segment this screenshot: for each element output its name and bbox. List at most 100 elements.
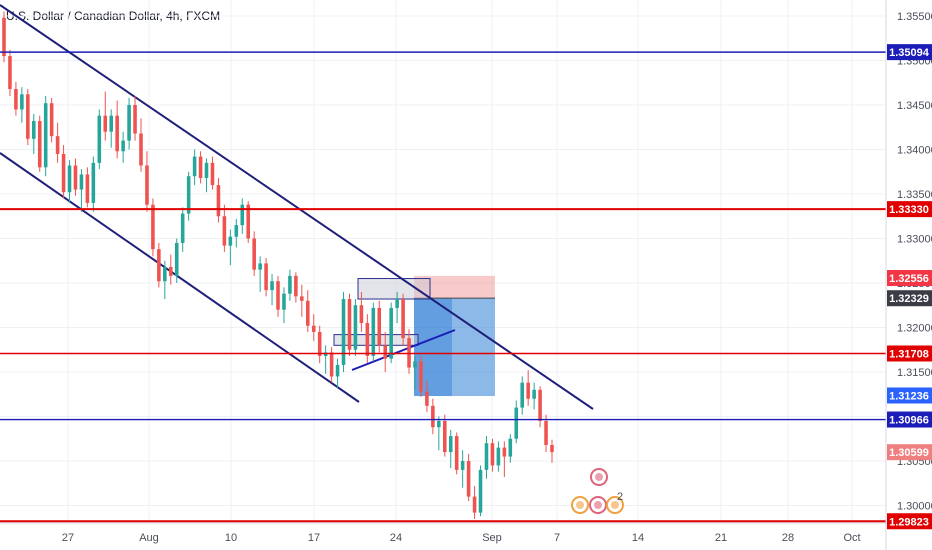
- candle-body: [192, 156, 197, 177]
- candle-body: [240, 204, 245, 226]
- candle-body: [186, 176, 191, 214]
- candle-body: [210, 162, 215, 186]
- event-icon-dot: [594, 501, 602, 509]
- trendline-small: [351, 329, 456, 371]
- candle-body: [26, 94, 30, 139]
- candle-body: [103, 115, 108, 132]
- price-tick-label: 1.34000: [897, 145, 932, 157]
- candle-body: [270, 281, 274, 291]
- level-price-tag: [887, 44, 932, 61]
- candle-body: [216, 185, 221, 217]
- candle-body: [365, 323, 370, 356]
- candle-body: [502, 447, 507, 457]
- candle-body: [49, 103, 54, 137]
- candle-body: [437, 420, 441, 428]
- candle-body: [157, 249, 161, 282]
- candle-body: [371, 307, 376, 356]
- price-tag-label: 1.31236: [889, 390, 929, 402]
- candle-body: [37, 121, 42, 168]
- candle-body: [61, 153, 66, 193]
- level-price-label: 1.33330: [889, 204, 929, 216]
- candle-body: [109, 115, 114, 132]
- candle-body: [168, 266, 173, 276]
- channel-lower-line: [0, 152, 360, 403]
- candle-body: [305, 300, 310, 326]
- date-tick-label: Sep: [482, 532, 502, 544]
- candle-body: [246, 204, 251, 239]
- candle-body: [151, 204, 155, 250]
- candle-body: [425, 391, 429, 406]
- price-tick-label: 1.32000: [897, 323, 932, 335]
- candle-body: [121, 140, 125, 152]
- candle-body: [127, 105, 131, 141]
- price-tag: [887, 270, 932, 287]
- candle-body: [317, 331, 322, 356]
- event-icon-dot: [611, 501, 619, 509]
- candle-body: [508, 438, 513, 457]
- candle-body: [145, 165, 149, 205]
- date-tick-label: 10: [225, 532, 237, 544]
- candle-body: [55, 136, 60, 154]
- candle-body: [442, 420, 447, 453]
- candle-body: [91, 162, 96, 203]
- level-price-label: 1.29823: [889, 516, 929, 528]
- candle-body: [163, 266, 167, 282]
- candle-body: [448, 436, 453, 453]
- date-tick-label: 14: [632, 532, 644, 544]
- candle-body: [8, 56, 12, 89]
- date-tick-label: 27: [62, 532, 74, 544]
- candle-body: [472, 496, 477, 513]
- candle-body: [377, 307, 382, 346]
- candle-body: [294, 275, 298, 297]
- date-tick-label: 28: [782, 532, 794, 544]
- candle-body: [79, 174, 84, 190]
- price-tick-label: 1.33500: [897, 189, 932, 201]
- candle-body: [389, 307, 393, 359]
- candle-body: [264, 263, 268, 291]
- level-price-label: 1.31708: [889, 348, 929, 360]
- candle-body: [431, 405, 435, 428]
- candle-body: [329, 352, 334, 377]
- candle-body: [73, 165, 78, 190]
- candle-body: [383, 345, 388, 359]
- date-tick-label: Oct: [843, 532, 860, 544]
- candle-body: [115, 115, 119, 152]
- candle-body: [550, 444, 554, 453]
- date-tick-label: 21: [715, 532, 727, 544]
- candle-body: [401, 299, 405, 339]
- candle-body: [526, 382, 530, 399]
- candle-body: [544, 420, 548, 445]
- candle-body: [20, 94, 24, 110]
- candle-body: [14, 88, 18, 110]
- event-icon-dot: [576, 501, 584, 509]
- candle-body: [139, 133, 143, 166]
- candle-body: [460, 461, 465, 470]
- level-price-tag: [887, 411, 932, 428]
- candle-body: [496, 447, 501, 466]
- price-tag: [887, 290, 932, 307]
- time-axis: 27 Aug 10 17 24 Sep 7 14 21 28 Oct: [0, 522, 932, 544]
- candle-body: [85, 174, 90, 203]
- candle-body: [252, 238, 256, 270]
- candle-body: [97, 115, 102, 163]
- price-tag-label: 1.32329: [889, 293, 929, 305]
- candle-body: [300, 296, 304, 301]
- candle-body: [514, 407, 519, 439]
- candle-body: [133, 105, 137, 134]
- candle-body: [228, 236, 233, 246]
- date-tick-label: 7: [554, 532, 560, 544]
- candle-body: [520, 382, 525, 408]
- candle-body: [353, 305, 358, 350]
- price-tag: [887, 444, 932, 461]
- candle-body: [532, 389, 536, 399]
- candle-body: [311, 325, 316, 332]
- candle-body: [180, 213, 185, 243]
- date-tick-label: Aug: [139, 532, 159, 544]
- candle-body: [466, 461, 471, 497]
- candle-body: [67, 165, 72, 193]
- price-tick-label: 1.31500: [897, 367, 932, 379]
- date-tick-label: 24: [390, 532, 402, 544]
- candle-body: [258, 263, 262, 270]
- horizontal-levels: [0, 51, 886, 523]
